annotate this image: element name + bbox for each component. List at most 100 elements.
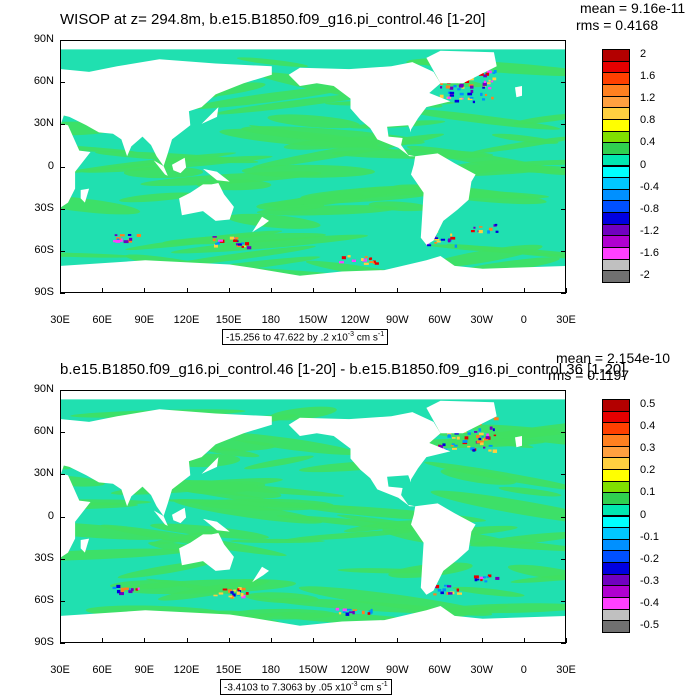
field-hotspot bbox=[482, 82, 487, 86]
x-tick-mark bbox=[313, 638, 314, 643]
land-mass bbox=[179, 183, 234, 221]
x-tick-mark bbox=[397, 288, 399, 293]
field-hotspot bbox=[480, 578, 483, 582]
field-hotspot bbox=[113, 239, 118, 243]
field-hotspot bbox=[489, 426, 493, 430]
field-hotspot bbox=[494, 223, 498, 226]
field-hotspot bbox=[241, 594, 246, 599]
field-hotspot bbox=[229, 236, 234, 240]
field-band bbox=[513, 159, 565, 166]
field-hotspot bbox=[361, 610, 365, 615]
field-hotspot bbox=[449, 94, 455, 97]
field-hotspot bbox=[459, 98, 463, 100]
field-band bbox=[244, 455, 314, 470]
y-tick-label: 60S bbox=[34, 593, 54, 606]
field-hotspot bbox=[119, 591, 124, 596]
field-hotspot bbox=[478, 432, 484, 436]
field-hotspot bbox=[490, 80, 494, 83]
land-mass bbox=[172, 157, 187, 174]
field-hotspot bbox=[434, 238, 440, 241]
field-hotspot bbox=[459, 92, 464, 96]
land-mass bbox=[61, 473, 91, 558]
field-band bbox=[331, 149, 494, 159]
field-hotspot bbox=[372, 260, 376, 263]
field-band bbox=[268, 406, 337, 421]
field-hotspot bbox=[442, 443, 446, 447]
field-band bbox=[150, 523, 269, 540]
colorbar-label: -0.4 bbox=[640, 597, 659, 610]
field-hotspot bbox=[212, 236, 217, 238]
field-hotspot bbox=[218, 239, 223, 242]
field-hotspot bbox=[482, 86, 485, 89]
field-hotspot bbox=[115, 239, 121, 243]
y-tick-label: 30N bbox=[33, 467, 54, 480]
field-hotspot bbox=[234, 237, 239, 240]
field-hotspot bbox=[347, 255, 351, 258]
field-hotspot bbox=[136, 234, 142, 237]
colorbar-label: -0.8 bbox=[640, 202, 659, 215]
y-tick-mark bbox=[60, 250, 65, 252]
field-hotspot bbox=[112, 586, 117, 590]
field-band bbox=[61, 252, 137, 258]
field-band bbox=[95, 151, 259, 164]
y-tick-label: 60N bbox=[33, 425, 54, 438]
range-text: -3.4103 to 7.3063 by .05 x10 bbox=[224, 682, 352, 694]
colorbar-label: -1.2 bbox=[640, 224, 659, 237]
field-hotspot bbox=[438, 445, 443, 449]
y-tick-mark bbox=[561, 293, 566, 294]
field-hotspot bbox=[485, 436, 490, 440]
field-hotspot bbox=[437, 588, 442, 592]
field-band bbox=[491, 133, 559, 144]
field-hotspot bbox=[240, 593, 244, 597]
colorbar-label: 0.1 bbox=[640, 486, 656, 499]
field-band bbox=[440, 468, 517, 485]
field-hotspot bbox=[137, 587, 140, 590]
y-tick-mark bbox=[561, 166, 566, 168]
field-hotspot bbox=[233, 239, 238, 242]
land-mass bbox=[61, 391, 565, 400]
field-hotspot bbox=[228, 595, 233, 598]
field-hotspot bbox=[464, 79, 470, 84]
field-band bbox=[283, 136, 387, 150]
field-band bbox=[190, 84, 360, 109]
field-hotspot bbox=[361, 258, 364, 261]
field-hotspot bbox=[486, 576, 489, 578]
x-tick-label: 120W bbox=[340, 664, 370, 676]
field-band bbox=[61, 548, 189, 562]
x-tick-mark bbox=[102, 638, 104, 643]
field-hotspot bbox=[335, 607, 340, 611]
field-hotspot bbox=[482, 576, 486, 579]
field-hotspot bbox=[448, 592, 453, 595]
land-mass bbox=[201, 107, 219, 124]
x-tick-mark bbox=[144, 638, 146, 643]
x-tick-label: 90E bbox=[134, 664, 155, 676]
y-tick-mark bbox=[60, 474, 65, 476]
field-hotspot bbox=[495, 576, 500, 580]
x-tick-label: 30E bbox=[50, 314, 70, 326]
map-plot bbox=[60, 390, 566, 643]
chart-panel-top: WISOP at z= 294.8m, b.e15.B1850.f09_g16.… bbox=[34, 0, 685, 346]
land-mass bbox=[153, 510, 168, 526]
field-hotspot bbox=[449, 91, 455, 95]
field-band bbox=[510, 573, 565, 583]
field-hotspot bbox=[467, 445, 471, 448]
y-tick-label: 90S bbox=[34, 636, 54, 648]
field-hotspot bbox=[120, 587, 126, 591]
range-label: -3.4103 to 7.3063 by .05 x10-3 cm s-1 bbox=[220, 679, 392, 696]
field-hotspot bbox=[433, 593, 437, 596]
field-hotspot bbox=[341, 256, 346, 260]
field-band bbox=[507, 564, 565, 581]
land-mass bbox=[61, 59, 272, 167]
x-tick-mark bbox=[228, 638, 230, 643]
colorbar-label: 2 bbox=[640, 47, 647, 60]
field-hotspot bbox=[467, 432, 471, 435]
field-hotspot bbox=[442, 588, 447, 592]
land-mass bbox=[411, 153, 476, 245]
field-hotspot bbox=[345, 612, 350, 616]
field-hotspot bbox=[352, 609, 358, 611]
range-unit-exp: -1 bbox=[377, 331, 385, 338]
field-hotspot bbox=[470, 89, 474, 94]
field-hotspot bbox=[479, 576, 485, 580]
field-hotspot bbox=[457, 592, 462, 595]
field-hotspot bbox=[454, 432, 459, 435]
